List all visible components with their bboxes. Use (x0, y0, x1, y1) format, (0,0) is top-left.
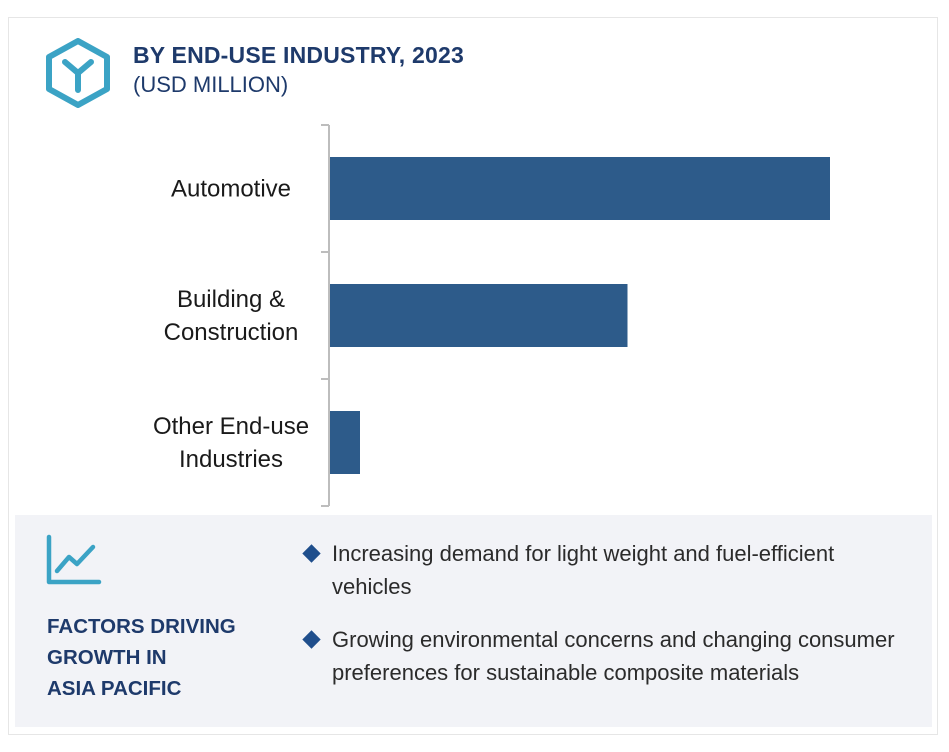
factor-item: Increasing demand for light weight and f… (302, 537, 915, 603)
category-label: Automotive (171, 176, 291, 203)
trend-chart-icon (46, 534, 102, 585)
factors-heading-line: GROWTH IN (47, 646, 167, 669)
bar (330, 284, 628, 347)
factors-heading-line: ASIA PACIFIC (47, 677, 182, 700)
factor-text: Growing environmental concerns and chang… (332, 627, 895, 685)
factors-heading-line: FACTORS DRIVING (47, 615, 236, 638)
factors-heading: FACTORS DRIVING GROWTH IN ASIA PACIFIC (47, 611, 277, 704)
diamond-bullet-icon (302, 630, 321, 649)
bar-chart: Automotive Building & Construction Other En… (153, 124, 830, 507)
hexagon-y-logo-icon (46, 38, 110, 108)
bar (330, 157, 830, 220)
factor-item: Growing environmental concerns and chang… (302, 623, 915, 689)
bar (330, 411, 360, 474)
category-label: Other End-use Industries (153, 413, 309, 473)
diamond-bullet-icon (302, 544, 321, 563)
factors-panel (15, 515, 932, 727)
category-label: Building & Construction (164, 286, 299, 346)
chart-title: BY END-USE INDUSTRY, 2023 (133, 42, 464, 68)
chart-subtitle: (USD MILLION) (133, 72, 289, 97)
factor-text: Increasing demand for light weight and f… (332, 541, 835, 599)
